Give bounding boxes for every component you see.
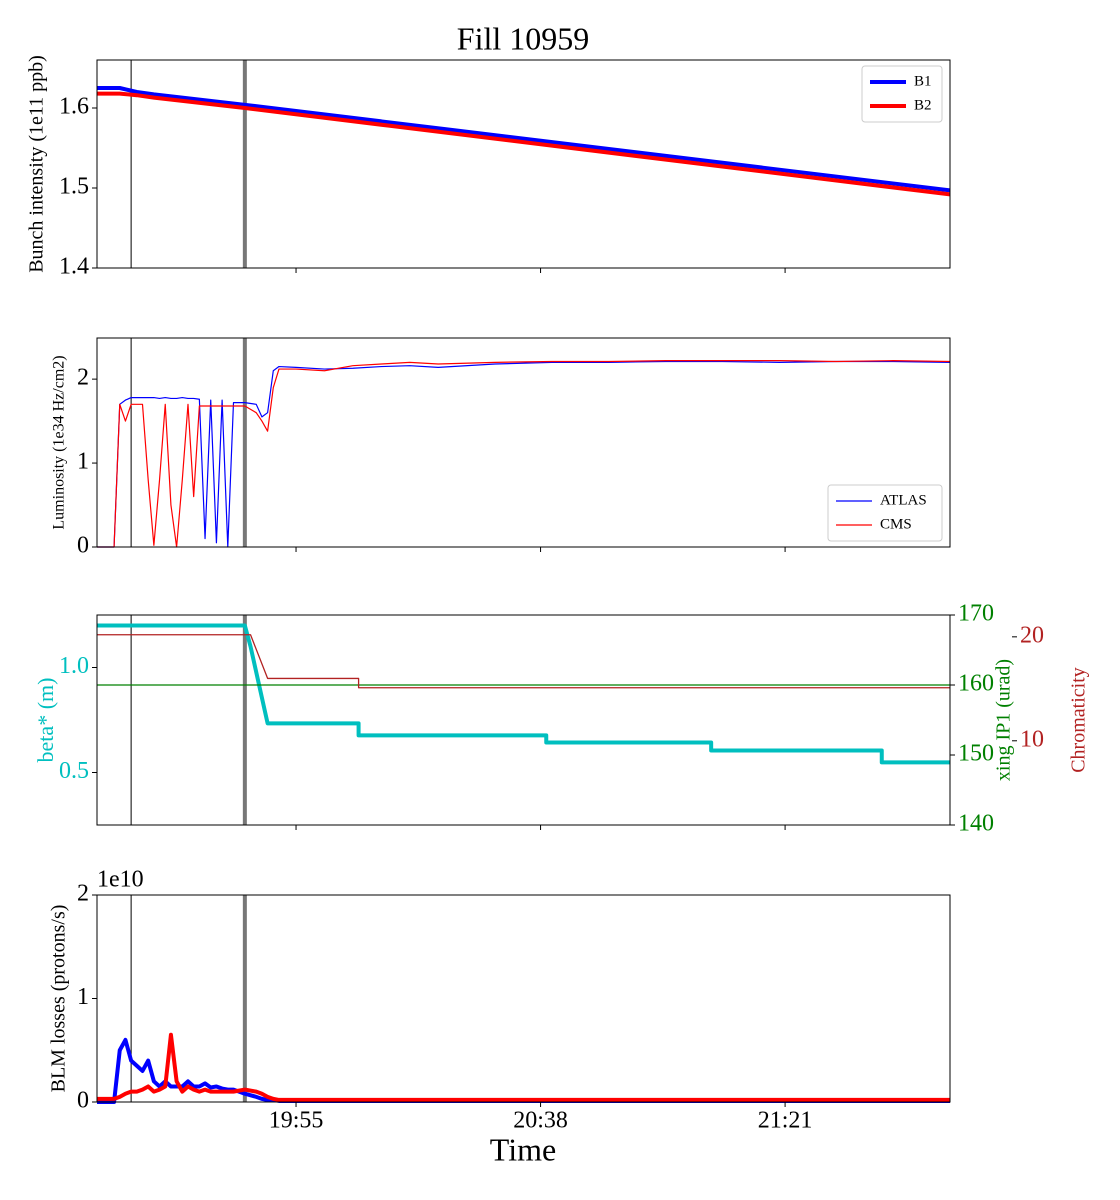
y3-axis-label: Chromaticity — [1068, 667, 1090, 773]
plot-frame — [96, 59, 951, 269]
legend-label: B2 — [914, 97, 932, 113]
y-axis-label: BLM losses (protons/s) — [48, 905, 70, 1093]
plot-frame — [96, 614, 951, 826]
x-axis-label: Time — [490, 1131, 556, 1167]
x-tick-label: 19:55 — [269, 1108, 324, 1134]
x-tick-label: 21:21 — [758, 1108, 813, 1134]
y2-tick-label: 170 — [958, 601, 994, 627]
legend-label: ATLAS — [880, 492, 927, 508]
y-tick-label: 1.5 — [59, 174, 89, 200]
series-line — [97, 634, 950, 689]
y3-tick-label: 20 — [1020, 622, 1044, 648]
plot-frame — [96, 894, 951, 1103]
figure-title: Fill 10959 — [457, 20, 589, 56]
series-line — [97, 360, 951, 548]
y-tick-label: 2 — [77, 881, 89, 907]
y2-tick-label: 150 — [958, 741, 994, 767]
y-tick-label: 1.4 — [59, 254, 89, 280]
x-tick-label: 20:38 — [513, 1108, 568, 1134]
plot-frame — [96, 337, 951, 548]
y3-tick-label: 10 — [1020, 726, 1044, 752]
y-tick-label: 0 — [77, 1088, 89, 1114]
y-tick-label: 1.6 — [59, 94, 89, 120]
series-line — [97, 623, 950, 765]
y2-tick-label: 160 — [958, 671, 994, 697]
y2-axis-label: xing IP1 (urad) — [993, 659, 1015, 781]
y-axis-label: Luminosity (1e34 Hz/cm2) — [51, 355, 68, 529]
series-line — [97, 360, 951, 548]
legend-label: B1 — [914, 73, 932, 89]
y-tick-label: 2 — [77, 365, 89, 391]
axis-offset: 1e10 — [97, 867, 144, 893]
y-tick-label: 1 — [77, 984, 89, 1010]
y-tick-label: 0 — [77, 533, 89, 559]
series-line — [97, 86, 951, 193]
y-tick-label: 1 — [77, 449, 89, 475]
y-axis-label: Bunch intensity (1e11 ppb) — [26, 55, 48, 273]
y-tick-label: 0.5 — [59, 758, 89, 784]
y-axis-label: beta* (m) — [33, 678, 58, 763]
legend-label: CMS — [880, 516, 912, 532]
series-line — [97, 91, 951, 197]
legend-box — [827, 484, 943, 542]
series-line — [97, 1032, 950, 1102]
y2-tick-label: 140 — [958, 811, 994, 837]
y-tick-label: 1.0 — [59, 653, 89, 679]
